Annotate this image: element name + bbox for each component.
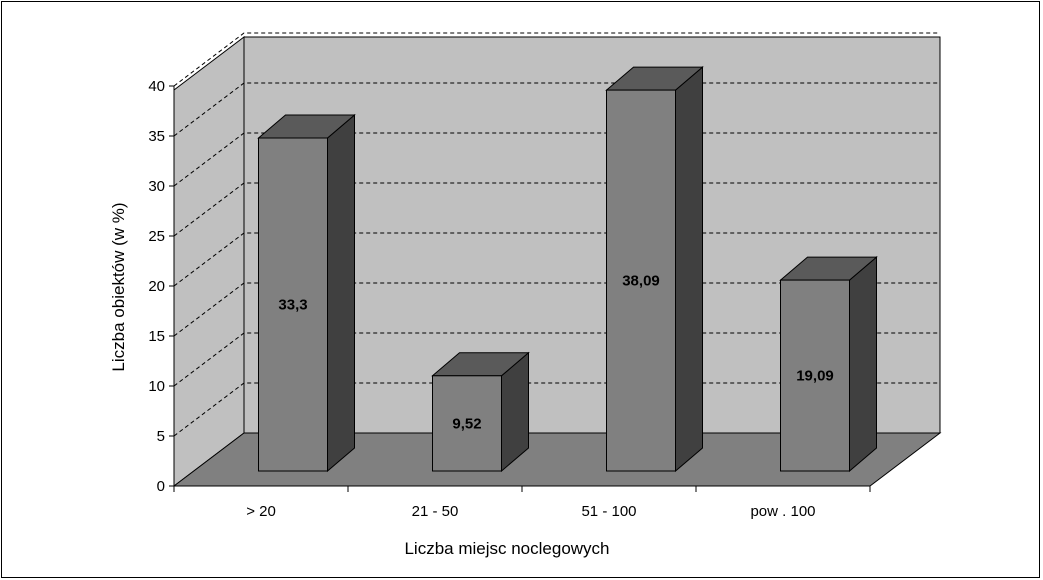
bar [432,375,502,472]
gridline [173,382,940,437]
axes: 0 5 10 15 20 25 30 35 40 > 20 21 - 50 51 - 100 pow .… [148,78,871,520]
y-tick-label: 30 [148,178,165,195]
y-tick-label: 25 [148,228,165,245]
data-label: 19,09 [796,368,834,385]
y-tick-label: 20 [148,278,165,295]
bar [606,89,676,472]
gridline [173,82,940,137]
chart-walls [172,35,942,488]
bar-side [675,66,703,473]
bar [780,279,850,472]
x-tick-label: 51 - 100 [581,503,636,520]
y-tick-label: 5 [157,428,165,445]
data-label: 38,09 [622,273,660,290]
y-tick-label: 35 [148,128,165,145]
gridline [173,132,940,187]
bar-side [849,256,877,473]
y-tick-label: 0 [157,478,165,495]
x-axis-title: Liczba miejsc noclegowych [404,539,609,558]
gridlines [173,32,940,437]
gridline [173,32,940,87]
x-tick-label: pow . 100 [750,503,815,520]
y-tick-label: 15 [148,328,165,345]
gridline [173,282,940,337]
x-tick-label: 21 - 50 [412,503,459,520]
y-tick-label: 10 [148,378,165,395]
y-axis-title: Liczba obiektów (w %) [109,202,128,371]
y-tick-label: 40 [148,78,165,95]
bar-side [327,113,355,473]
data-label: 9,52 [452,415,481,432]
data-label: 33,3 [278,297,307,314]
gridline [173,182,940,237]
x-tick-label: > 20 [246,503,276,520]
gridline [173,232,940,287]
bars: 33,3 9,52 38,09 19,09 [257,66,878,473]
side-wall [173,35,245,488]
gridline [173,332,940,387]
bar [258,137,328,472]
